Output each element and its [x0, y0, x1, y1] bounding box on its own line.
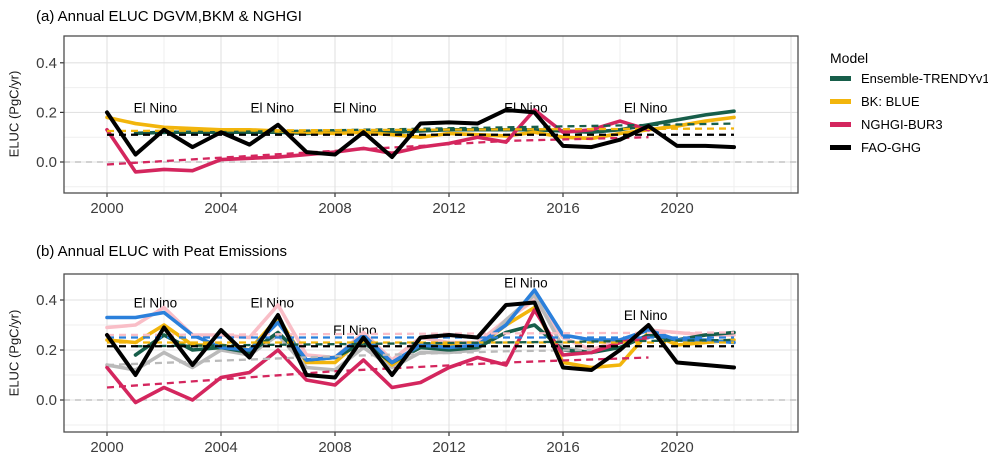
legend-key-line: [830, 145, 851, 150]
x-tick-label: 2012: [432, 439, 465, 456]
y-tick-label: 0.4: [36, 292, 57, 309]
legend-items: Ensemble-TRENDYv12 BK: BLUE NGHGI-BUR3 FAO-…: [830, 67, 988, 159]
legend-title: Model: [830, 50, 869, 66]
series-line-nghgi-bur3: [105, 108, 651, 174]
annotation-el-nino: El Nino: [504, 276, 548, 291]
x-tick-label: 2008: [318, 200, 351, 217]
annotation-el-nino: El Nino: [333, 323, 377, 338]
panel-border: [63, 35, 799, 194]
legend-key-line: [830, 122, 851, 127]
x-tick-label: 2016: [546, 200, 579, 217]
annotation-el-nino: El Nino: [624, 100, 668, 115]
legend-key-line: [830, 99, 851, 104]
legend-item-fao-ghg: FAO-GHG: [830, 136, 986, 159]
x-tick-label: 2008: [318, 439, 351, 456]
panel-a: (a) Annual ELUC DGVM,BKM & NGHGI ELUC (P…: [7, 8, 988, 217]
series-line-nghgi-bur2-trend: [106, 348, 592, 367]
series-line-bk-blue: [105, 115, 736, 141]
panel-border: [63, 273, 799, 433]
legend-label: NGHGI-BUR3: [861, 117, 943, 132]
panel-b-plot: El Nino El Nino El Nino El Nino El Nino 2000 2…: [36, 273, 799, 456]
y-tick-label: 0.2: [36, 104, 57, 121]
x-tick-label: 2004: [204, 439, 237, 456]
annotation-el-nino: El Nino: [251, 100, 295, 115]
series-line-ensemble-trendyv12-trend: [135, 122, 735, 135]
legend-label: Ensemble-TRENDYv12: [861, 71, 988, 86]
legend-label: BK: BLUE: [861, 94, 920, 109]
legend-key-line: [830, 76, 851, 81]
series-line-fao-ghg: [105, 107, 736, 160]
x-tick-label: 2012: [432, 200, 465, 217]
plot-background: [64, 36, 798, 193]
series-line-bk-blue-trend: [106, 127, 735, 133]
series-line-fao-ghg: [105, 300, 736, 380]
legend-item-nghgi-bur3: NGHGI-BUR3: [830, 113, 986, 136]
x-tick-label: 2000: [90, 200, 123, 217]
series-line-bk-oscar-trend: [106, 331, 735, 337]
x-tick-label: 2004: [204, 200, 237, 217]
y-tick-label: 0.2: [36, 342, 57, 359]
x-tick-label: 2020: [660, 439, 693, 456]
y-tick-label: 0.0: [36, 392, 57, 409]
panel-b: (b) Annual ELUC with Peat Emissions ELUC…: [0, 232, 988, 464]
x-tick-label: 2000: [90, 439, 123, 456]
x-tick-label: 2016: [546, 439, 579, 456]
series-line-nghgi-bur3-trend: [106, 356, 649, 389]
series-line-nghgi-bur3-trend: [106, 136, 649, 166]
annotation-el-nino: El Nino: [333, 100, 377, 115]
annotation-el-nino: El Nino: [251, 296, 295, 311]
panel-a-legend: Model Ensemble-TRENDYv12 BK: BLUE NGHGI-BU…: [830, 50, 988, 159]
panel-b-title: (b) Annual ELUC with Peat Emissions: [36, 243, 287, 260]
y-tick-label: 0.4: [36, 55, 57, 72]
annotation-el-nino: El Nino: [134, 100, 178, 115]
legend-item-bk-blue: BK: BLUE: [830, 90, 986, 113]
annotation-el-nino: El Nino: [134, 296, 178, 311]
legend-item-ensemble-trendyv12: Ensemble-TRENDYv12: [830, 67, 988, 90]
y-tick-label: 0.0: [36, 154, 57, 171]
annotation-el-nino: El Nino: [624, 308, 668, 323]
x-tick-label: 2020: [660, 200, 693, 217]
panel-a-title: (a) Annual ELUC DGVM,BKM & NGHGI: [36, 8, 302, 25]
series-line-nghgi-bur3: [105, 308, 651, 405]
legend-label: FAO-GHG: [861, 140, 921, 155]
